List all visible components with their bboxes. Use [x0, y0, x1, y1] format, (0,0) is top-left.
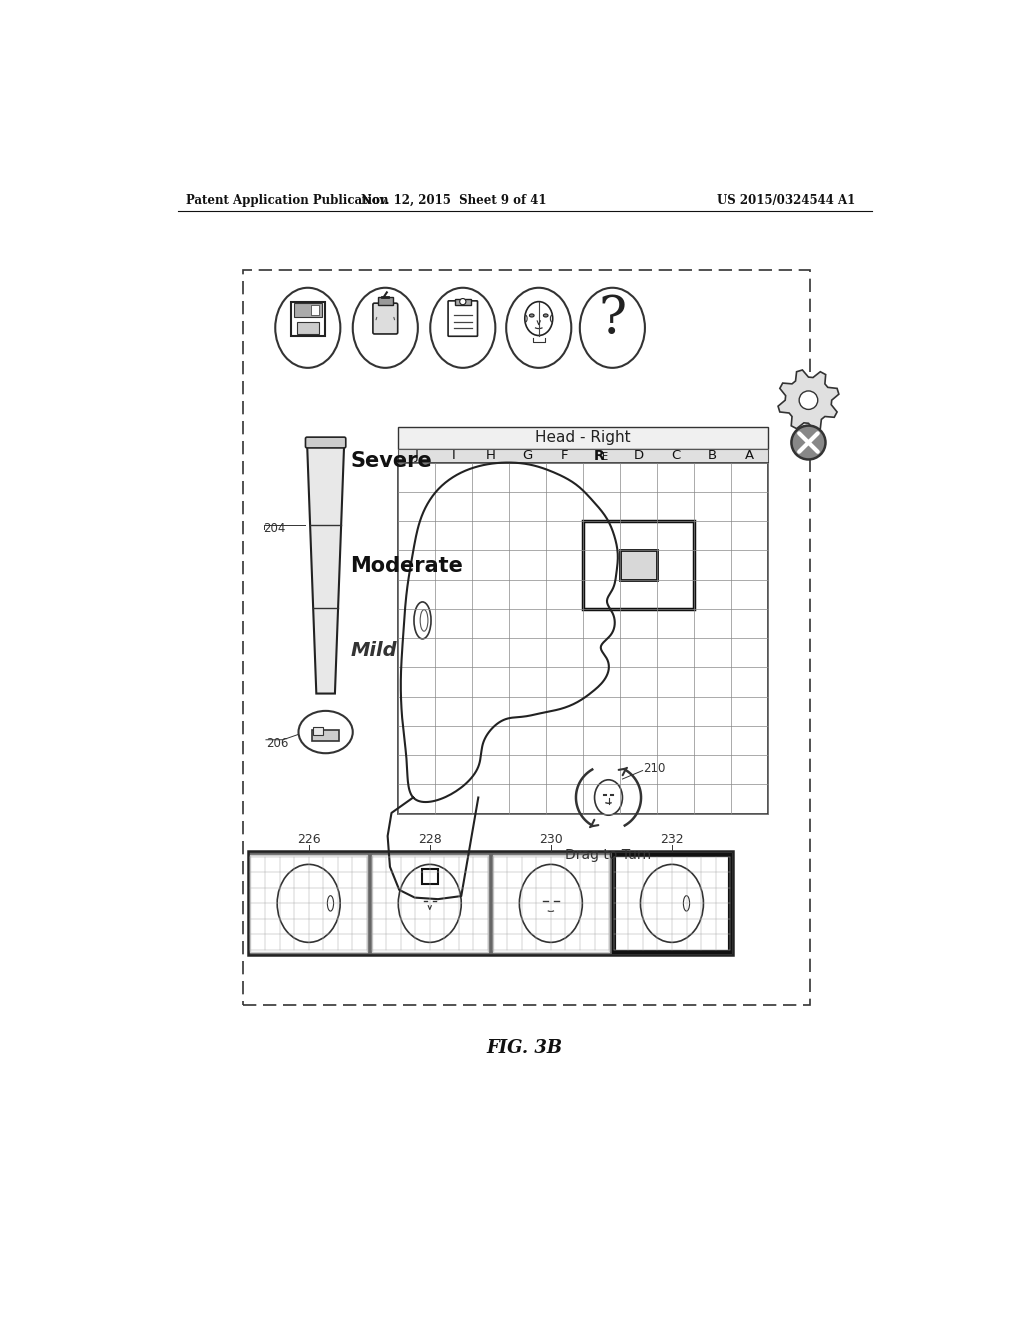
Bar — [311, 305, 318, 315]
Text: 230: 230 — [539, 833, 563, 846]
Text: R: R — [594, 449, 604, 462]
Bar — [397, 462, 768, 813]
Bar — [251, 855, 367, 952]
Ellipse shape — [595, 780, 623, 816]
FancyBboxPatch shape — [305, 437, 346, 447]
Bar — [613, 855, 730, 952]
Text: F: F — [561, 449, 568, 462]
Text: H: H — [485, 449, 496, 462]
FancyBboxPatch shape — [373, 304, 397, 334]
Text: 206: 206 — [266, 737, 289, 750]
Ellipse shape — [524, 302, 553, 335]
Text: C: C — [671, 449, 680, 462]
Text: Head - Right: Head - Right — [536, 430, 631, 445]
Bar — [297, 322, 318, 334]
Text: Patent Application Publication: Patent Application Publication — [186, 194, 389, 207]
Bar — [620, 550, 657, 579]
Bar — [583, 521, 694, 609]
Ellipse shape — [414, 602, 431, 639]
Text: J: J — [415, 449, 418, 462]
Text: G: G — [522, 449, 532, 462]
Polygon shape — [778, 370, 839, 430]
Text: 226: 226 — [297, 833, 321, 846]
Ellipse shape — [544, 314, 548, 317]
Bar — [455, 298, 471, 305]
Text: 210: 210 — [643, 762, 666, 775]
FancyBboxPatch shape — [312, 730, 339, 741]
Bar — [291, 302, 325, 335]
Text: US 2015/0324544 A1: US 2015/0324544 A1 — [717, 194, 855, 207]
Bar — [493, 855, 609, 952]
Text: I: I — [452, 449, 455, 462]
Bar — [313, 727, 323, 735]
Text: E: E — [602, 453, 608, 462]
Ellipse shape — [430, 288, 496, 368]
Polygon shape — [307, 442, 344, 693]
Ellipse shape — [352, 288, 418, 368]
Text: ?: ? — [598, 293, 627, 345]
Text: Nov. 12, 2015  Sheet 9 of 41: Nov. 12, 2015 Sheet 9 of 41 — [360, 194, 546, 207]
Bar — [243, 271, 810, 1006]
Text: D: D — [634, 449, 643, 462]
Ellipse shape — [506, 288, 571, 368]
Ellipse shape — [299, 711, 352, 754]
Text: A: A — [745, 449, 755, 462]
Bar — [397, 449, 768, 462]
Ellipse shape — [580, 288, 645, 368]
Bar — [248, 851, 732, 956]
Text: Moderate: Moderate — [350, 557, 463, 577]
Text: B: B — [708, 449, 717, 462]
Text: FIG. 3B: FIG. 3B — [486, 1039, 563, 1057]
Bar — [294, 304, 322, 317]
Text: Mild: Mild — [350, 642, 397, 660]
Text: 232: 232 — [660, 833, 684, 846]
Bar — [397, 428, 768, 449]
Circle shape — [460, 298, 466, 305]
Ellipse shape — [529, 314, 535, 317]
Bar — [422, 869, 437, 884]
Text: Drag to Turn: Drag to Turn — [565, 849, 651, 862]
Bar — [372, 855, 488, 952]
Circle shape — [799, 391, 818, 409]
Bar — [378, 297, 393, 305]
Text: 228: 228 — [418, 833, 441, 846]
Circle shape — [792, 425, 825, 459]
Text: 204: 204 — [263, 523, 286, 535]
FancyBboxPatch shape — [449, 301, 477, 337]
Ellipse shape — [275, 288, 340, 368]
Text: Severe: Severe — [350, 451, 432, 471]
